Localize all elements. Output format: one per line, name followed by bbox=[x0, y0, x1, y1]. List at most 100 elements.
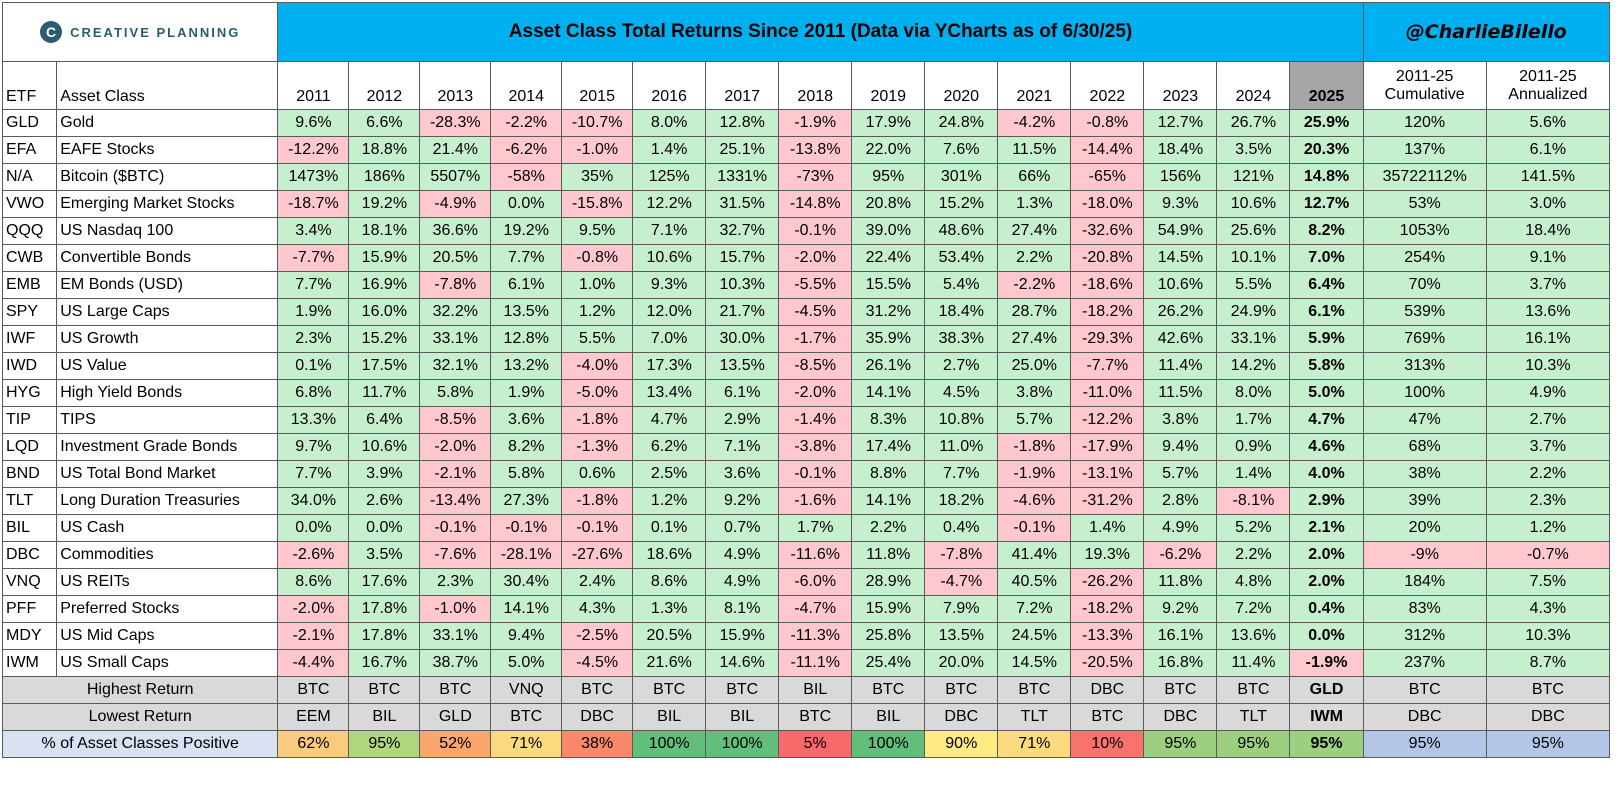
return-cell: -13.4% bbox=[419, 487, 492, 515]
positive-percent-cell: 52% bbox=[419, 730, 492, 758]
return-cell: -2.2% bbox=[997, 271, 1072, 299]
return-cell: 2.3% bbox=[419, 568, 492, 596]
return-cell: 27.4% bbox=[997, 217, 1072, 245]
table-row: IWD US Value 0.1% 17.5% 32.1% 13.2% -4.0% 17.3%… bbox=[1, 352, 1611, 380]
return-cell: 0.1% bbox=[632, 514, 707, 542]
annualized-cell: 2.3% bbox=[1485, 487, 1611, 515]
asset-class-name: US Small Caps bbox=[56, 649, 279, 677]
return-cell: -1.9% bbox=[1289, 649, 1364, 677]
asset-class-name: Investment Grade Bonds bbox=[56, 433, 279, 461]
return-cell: 7.1% bbox=[705, 433, 780, 461]
return-cell: 15.9% bbox=[851, 595, 926, 623]
asset-class-name: High Yield Bonds bbox=[56, 379, 279, 407]
asset-class-name: Convertible Bonds bbox=[56, 244, 279, 272]
return-cell: 2.2% bbox=[851, 514, 926, 542]
highest-return-row: Highest Return BTC BTC BTC VNQ BTC BTC BTC BIL BT… bbox=[1, 676, 1611, 704]
return-cell: -1.3% bbox=[561, 433, 634, 461]
return-cell: 20.8% bbox=[851, 190, 926, 218]
return-cell: 0.9% bbox=[1216, 433, 1291, 461]
return-cell: 3.5% bbox=[348, 541, 421, 569]
return-cell: 0.0% bbox=[348, 514, 421, 542]
asset-class-name: TIPS bbox=[56, 406, 279, 434]
annualized-cell: 10.3% bbox=[1485, 352, 1611, 380]
etf-ticker: IWD bbox=[1, 352, 58, 380]
return-cell: 13.5% bbox=[490, 298, 563, 326]
return-cell: 32.7% bbox=[705, 217, 780, 245]
etf-ticker: HYG bbox=[1, 379, 58, 407]
return-cell: -20.5% bbox=[1070, 649, 1145, 677]
lowest-return-row: Lowest Return EEM BIL GLD BTC DBC BIL BIL BTC BIL… bbox=[1, 703, 1611, 731]
year-header-2011: 2011 bbox=[277, 61, 350, 110]
return-cell: 24.9% bbox=[1216, 298, 1291, 326]
year-header-2024: 2024 bbox=[1216, 61, 1291, 110]
return-cell: -29.3% bbox=[1070, 325, 1145, 353]
asset-class-name: US Mid Caps bbox=[56, 622, 279, 650]
return-cell: 1331% bbox=[705, 163, 780, 191]
etf-ticker: EFA bbox=[1, 136, 58, 164]
return-cell: -2.6% bbox=[277, 541, 350, 569]
return-cell: 1.4% bbox=[1216, 460, 1291, 488]
return-cell: 26.2% bbox=[1143, 298, 1218, 326]
asset-class-name: US Growth bbox=[56, 325, 279, 353]
return-cell: 2.6% bbox=[348, 487, 421, 515]
cumulative-header-line2: Cumulative bbox=[1384, 85, 1465, 103]
return-cell: -5.0% bbox=[561, 379, 634, 407]
return-cell: 7.2% bbox=[997, 595, 1072, 623]
highest-return-cell: BTC bbox=[632, 676, 707, 704]
asset-class-name: US Large Caps bbox=[56, 298, 279, 326]
positive-percent-cell: 71% bbox=[490, 730, 563, 758]
return-cell: -32.6% bbox=[1070, 217, 1145, 245]
return-cell: -7.7% bbox=[1070, 352, 1145, 380]
cumulative-cell: 39% bbox=[1362, 487, 1487, 515]
annualized-cell: 7.5% bbox=[1485, 568, 1611, 596]
return-cell: 17.8% bbox=[348, 622, 421, 650]
highest-return-cell: BTC bbox=[705, 676, 780, 704]
return-cell: 25.0% bbox=[997, 352, 1072, 380]
return-cell: 7.6% bbox=[924, 136, 999, 164]
return-cell: 125% bbox=[632, 163, 707, 191]
etf-ticker: SPY bbox=[1, 298, 58, 326]
return-cell: 14.1% bbox=[851, 379, 926, 407]
return-cell: 6.1% bbox=[1289, 298, 1364, 326]
annualized-cell: 18.4% bbox=[1485, 217, 1611, 245]
return-cell: 6.4% bbox=[348, 406, 421, 434]
return-cell: -0.1% bbox=[778, 460, 853, 488]
return-cell: 28.7% bbox=[997, 298, 1072, 326]
return-cell: 16.1% bbox=[1143, 622, 1218, 650]
asset-class-name: US Cash bbox=[56, 514, 279, 542]
return-cell: 5.7% bbox=[997, 406, 1072, 434]
return-cell: 2.9% bbox=[1289, 487, 1364, 515]
return-cell: 7.2% bbox=[1216, 595, 1291, 623]
asset-class-name: US Total Bond Market bbox=[56, 460, 279, 488]
highest-return-cell: BTC bbox=[1485, 676, 1611, 704]
table-row: IWF US Growth 2.3% 15.2% 33.1% 12.8% 5.5% 7.0% 3… bbox=[1, 325, 1611, 353]
return-cell: -5.5% bbox=[778, 271, 853, 299]
return-cell: -2.0% bbox=[778, 379, 853, 407]
cumulative-header-line1: 2011-25 bbox=[1395, 67, 1454, 85]
return-cell: 0.4% bbox=[1289, 595, 1364, 623]
return-cell: 17.6% bbox=[348, 568, 421, 596]
asset-class-name: Long Duration Treasuries bbox=[56, 487, 279, 515]
return-cell: 15.9% bbox=[705, 622, 780, 650]
highest-return-cell: BTC bbox=[348, 676, 421, 704]
year-header-2016: 2016 bbox=[632, 61, 707, 110]
return-cell: -6.0% bbox=[778, 568, 853, 596]
annualized-cell: 1.2% bbox=[1485, 514, 1611, 542]
return-cell: -73% bbox=[778, 163, 853, 191]
return-cell: 8.8% bbox=[851, 460, 926, 488]
cumulative-cell: 184% bbox=[1362, 568, 1487, 596]
return-cell: -7.7% bbox=[277, 244, 350, 272]
annualized-cell: 3.0% bbox=[1485, 190, 1611, 218]
year-header-2015: 2015 bbox=[561, 61, 634, 110]
return-cell: 4.9% bbox=[1143, 514, 1218, 542]
return-cell: 10.6% bbox=[348, 433, 421, 461]
cumulative-cell: 769% bbox=[1362, 325, 1487, 353]
return-cell: -0.1% bbox=[778, 217, 853, 245]
return-cell: -8.5% bbox=[419, 406, 492, 434]
return-cell: 0.0% bbox=[277, 514, 350, 542]
cumulative-cell: 83% bbox=[1362, 595, 1487, 623]
return-cell: 8.0% bbox=[1216, 379, 1291, 407]
annualized-cell: 4.9% bbox=[1485, 379, 1611, 407]
asset-class-name: EM Bonds (USD) bbox=[56, 271, 279, 299]
cumulative-cell: -9% bbox=[1362, 541, 1487, 569]
